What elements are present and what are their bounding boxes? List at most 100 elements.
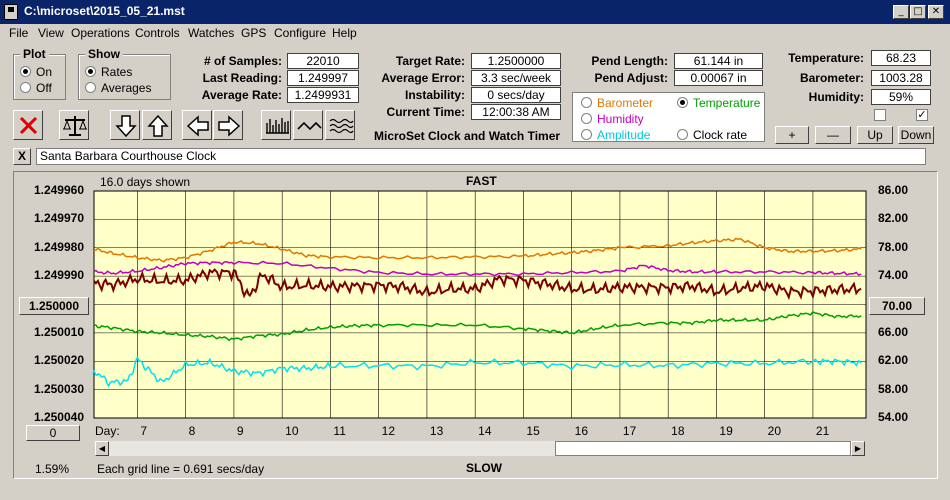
temperature-option-label: Temperature xyxy=(693,96,761,110)
minimize-button[interactable]: _ xyxy=(893,5,909,19)
menu-watches[interactable]: Watches xyxy=(188,26,235,40)
ripple-pattern-icon xyxy=(329,118,354,134)
x-axis-tick: 19 xyxy=(719,424,733,438)
scroll-thumb[interactable] xyxy=(555,441,851,456)
arrow-right-button[interactable] xyxy=(213,110,243,140)
target-rate-field: 1.2500000 xyxy=(471,53,561,69)
show-averages-label: Averages xyxy=(101,81,152,95)
up-button[interactable]: Up xyxy=(857,126,893,144)
pend-length-field: 61.144 in xyxy=(674,53,763,69)
right-axis-tick: 58.00 xyxy=(877,381,908,396)
checkbox-2[interactable]: ✓ xyxy=(916,109,928,121)
show-averages-radio[interactable]: Averages xyxy=(85,81,151,95)
right-axis-tick: 78.00 xyxy=(877,239,908,254)
x-axis-tick: 15 xyxy=(526,424,540,438)
barometer-radio[interactable]: Barometer xyxy=(581,96,653,110)
right-axis-tick: 74.00 xyxy=(877,268,908,283)
samples-label: # of Samples: xyxy=(203,54,282,68)
clear-name-button[interactable]: X xyxy=(13,148,31,165)
ripple-view-button[interactable] xyxy=(325,110,355,140)
window-title: C:\microset\2015_05_21.mst xyxy=(24,4,185,18)
left-axis-tick: 1.250020 xyxy=(33,353,84,368)
app-icon[interactable] xyxy=(4,4,18,20)
current-time-label: Current Time: xyxy=(386,105,465,119)
balance-button[interactable] xyxy=(59,110,89,140)
arrow-down-icon xyxy=(115,115,137,138)
secondary-plot-box: Barometer Temperature Humidity Amplitude… xyxy=(572,92,765,142)
arrow-down-button[interactable] xyxy=(110,110,140,140)
bottom-left-button[interactable]: 0 xyxy=(26,425,80,441)
bars-view-button[interactable] xyxy=(261,110,291,140)
title-bar: C:\microset\2015_05_21.mst _ □ ✕ xyxy=(0,0,950,24)
right-axis-tick: 62.00 xyxy=(877,353,908,368)
barometer-field: 1003.28 xyxy=(871,70,931,86)
instability-label: Instability: xyxy=(404,88,465,102)
arrow-right-icon xyxy=(218,115,241,137)
series-line-4 xyxy=(93,356,862,388)
delete-icon xyxy=(19,116,38,135)
humidity-label: Humidity: xyxy=(808,90,864,104)
amplitude-option-label: Amplitude xyxy=(597,128,651,142)
wave-view-button[interactable] xyxy=(293,110,323,140)
fast-label: FAST xyxy=(466,174,497,188)
average-rate-field: 1.2499931 xyxy=(287,87,359,103)
plot-on-dot xyxy=(20,66,31,77)
menu-configure[interactable]: Configure xyxy=(274,26,327,40)
series-line-3 xyxy=(93,310,862,342)
left-axis-tick: 1.249960 xyxy=(33,183,84,197)
average-error-label: Average Error: xyxy=(381,71,465,85)
current-time-field: 12:00:38 AM xyxy=(471,104,561,120)
clock-rate-option-label: Clock rate xyxy=(693,128,748,142)
humidity-field: 59% xyxy=(871,89,931,105)
series-line-1 xyxy=(93,260,862,277)
show-group: Show Rates Averages xyxy=(78,47,171,100)
plot-group: Plot On Off xyxy=(13,47,66,100)
scroll-left-button[interactable]: ◀ xyxy=(95,441,109,456)
barometer-dot xyxy=(581,97,592,108)
arrow-up-button[interactable] xyxy=(142,110,172,140)
x-axis-tick: 7 xyxy=(140,424,148,438)
checkbox-1[interactable] xyxy=(874,109,886,121)
plot-on-radio[interactable]: On xyxy=(20,65,52,79)
clock-name-field[interactable]: Santa Barbara Courthouse Clock xyxy=(36,148,926,165)
menu-view[interactable]: View xyxy=(38,26,64,40)
x-axis-tick: 21 xyxy=(815,424,830,438)
arrow-left-button[interactable] xyxy=(182,110,212,140)
plus-button[interactable]: + xyxy=(775,126,809,144)
average-error-field: 3.3 sec/week xyxy=(471,70,561,86)
x-axis-tick: 10 xyxy=(285,424,299,438)
x-axis-tick: 12 xyxy=(381,424,396,438)
time-scrollbar[interactable]: ◀ ▶ xyxy=(95,441,865,456)
right-axis-tick: 66.00 xyxy=(877,324,908,339)
right-axis-tick: 54.00 xyxy=(877,410,908,424)
pend-adjust-field: 0.00067 in xyxy=(674,70,763,86)
menu-operations[interactable]: Operations xyxy=(71,26,130,40)
left-value-button[interactable]: 1.250000 xyxy=(19,297,89,315)
amplitude-radio[interactable]: Amplitude xyxy=(581,128,650,142)
humidity-radio[interactable]: Humidity xyxy=(581,112,644,126)
delete-button[interactable] xyxy=(13,110,43,140)
down-button[interactable]: Down xyxy=(898,126,934,144)
plot-off-radio[interactable]: Off xyxy=(20,81,52,95)
menu-help[interactable]: Help xyxy=(332,26,357,40)
x-axis-tick: 13 xyxy=(429,424,444,438)
menu-controls[interactable]: Controls xyxy=(135,26,180,40)
minus-button[interactable]: — xyxy=(815,126,851,144)
last-reading-label: Last Reading: xyxy=(202,71,282,85)
clock-rate-radio[interactable]: Clock rate xyxy=(677,128,747,142)
grid-info-label: Each grid line = 0.691 secs/day xyxy=(97,462,265,476)
x-axis-tick: 18 xyxy=(671,424,685,438)
menu-gps[interactable]: GPS xyxy=(241,26,267,40)
show-rates-radio[interactable]: Rates xyxy=(85,65,132,79)
scroll-right-button[interactable]: ▶ xyxy=(851,441,865,456)
close-button[interactable]: ✕ xyxy=(928,5,944,19)
x-axis-tick: 8 xyxy=(188,424,196,438)
temperature-radio[interactable]: Temperature xyxy=(677,96,760,110)
left-axis-tick: 1.249990 xyxy=(33,268,84,283)
right-value-button[interactable]: 70.00 xyxy=(869,297,925,315)
menu-file[interactable]: File xyxy=(9,26,29,40)
show-averages-dot xyxy=(85,82,96,93)
wave-pattern-icon xyxy=(297,121,322,131)
x-axis-tick: 16 xyxy=(574,424,589,438)
maximize-button[interactable]: □ xyxy=(910,5,926,19)
